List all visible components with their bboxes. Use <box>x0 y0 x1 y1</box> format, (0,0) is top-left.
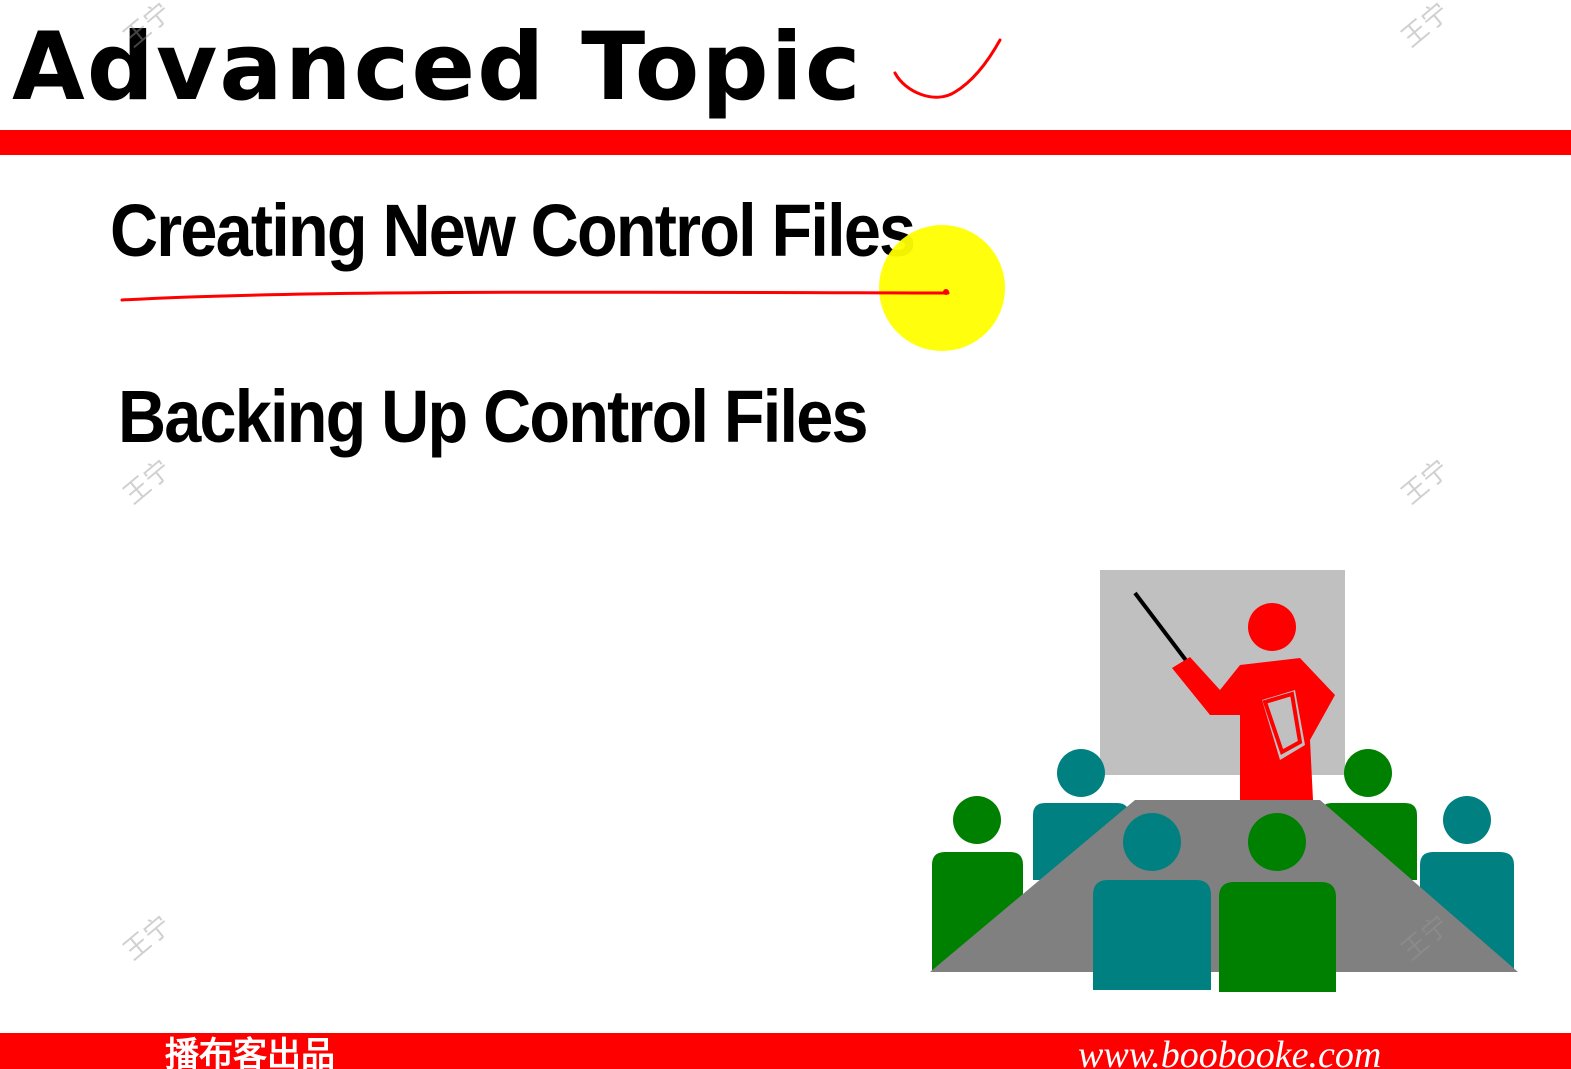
item-backing-up-control-files: Backing Up Control Files <box>118 375 868 458</box>
front-attendees <box>1093 813 1336 992</box>
presenter-meeting-icon <box>930 570 1518 992</box>
footer-background <box>0 1033 1571 1069</box>
watermark: 王宁 <box>1396 454 1456 511</box>
watermark: 王宁 <box>118 910 178 967</box>
pen-dot <box>943 289 949 295</box>
footer-url[interactable]: www.boobooke.com <box>1078 1034 1382 1069</box>
title-divider <box>0 130 1571 155</box>
slide-title: Advanced Topic <box>12 13 863 122</box>
presenter-figure <box>1172 603 1335 800</box>
underline-annotation <box>120 290 950 302</box>
checkmark-icon <box>893 38 1002 99</box>
footer-bar: 播布客出品 www.boobooke.com <box>0 1033 1571 1069</box>
pointer-stick <box>1133 591 1190 665</box>
item-creating-new-control-files: Creating New Control Files <box>110 189 916 272</box>
watermark: 王宁 <box>1396 0 1456 54</box>
footer-brand: 播布客出品 <box>165 1035 335 1069</box>
